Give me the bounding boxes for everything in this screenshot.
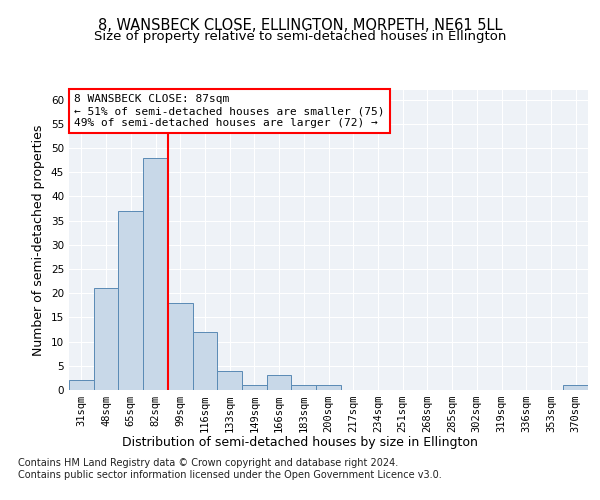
Bar: [193, 332, 217, 390]
Text: Size of property relative to semi-detached houses in Ellington: Size of property relative to semi-detach…: [94, 30, 506, 43]
Text: Contains public sector information licensed under the Open Government Licence v3: Contains public sector information licen…: [18, 470, 442, 480]
Bar: [267, 376, 292, 390]
Bar: [118, 211, 143, 390]
Text: Contains HM Land Registry data © Crown copyright and database right 2024.: Contains HM Land Registry data © Crown c…: [18, 458, 398, 468]
Bar: [242, 385, 267, 390]
Text: 8, WANSBECK CLOSE, ELLINGTON, MORPETH, NE61 5LL: 8, WANSBECK CLOSE, ELLINGTON, MORPETH, N…: [98, 18, 502, 32]
Text: Distribution of semi-detached houses by size in Ellington: Distribution of semi-detached houses by …: [122, 436, 478, 449]
Y-axis label: Number of semi-detached properties: Number of semi-detached properties: [32, 124, 46, 356]
Text: 8 WANSBECK CLOSE: 87sqm
← 51% of semi-detached houses are smaller (75)
49% of se: 8 WANSBECK CLOSE: 87sqm ← 51% of semi-de…: [74, 94, 385, 128]
Bar: [316, 385, 341, 390]
Bar: [94, 288, 118, 390]
Bar: [217, 370, 242, 390]
Bar: [69, 380, 94, 390]
Bar: [563, 385, 588, 390]
Bar: [143, 158, 168, 390]
Bar: [168, 303, 193, 390]
Bar: [292, 385, 316, 390]
